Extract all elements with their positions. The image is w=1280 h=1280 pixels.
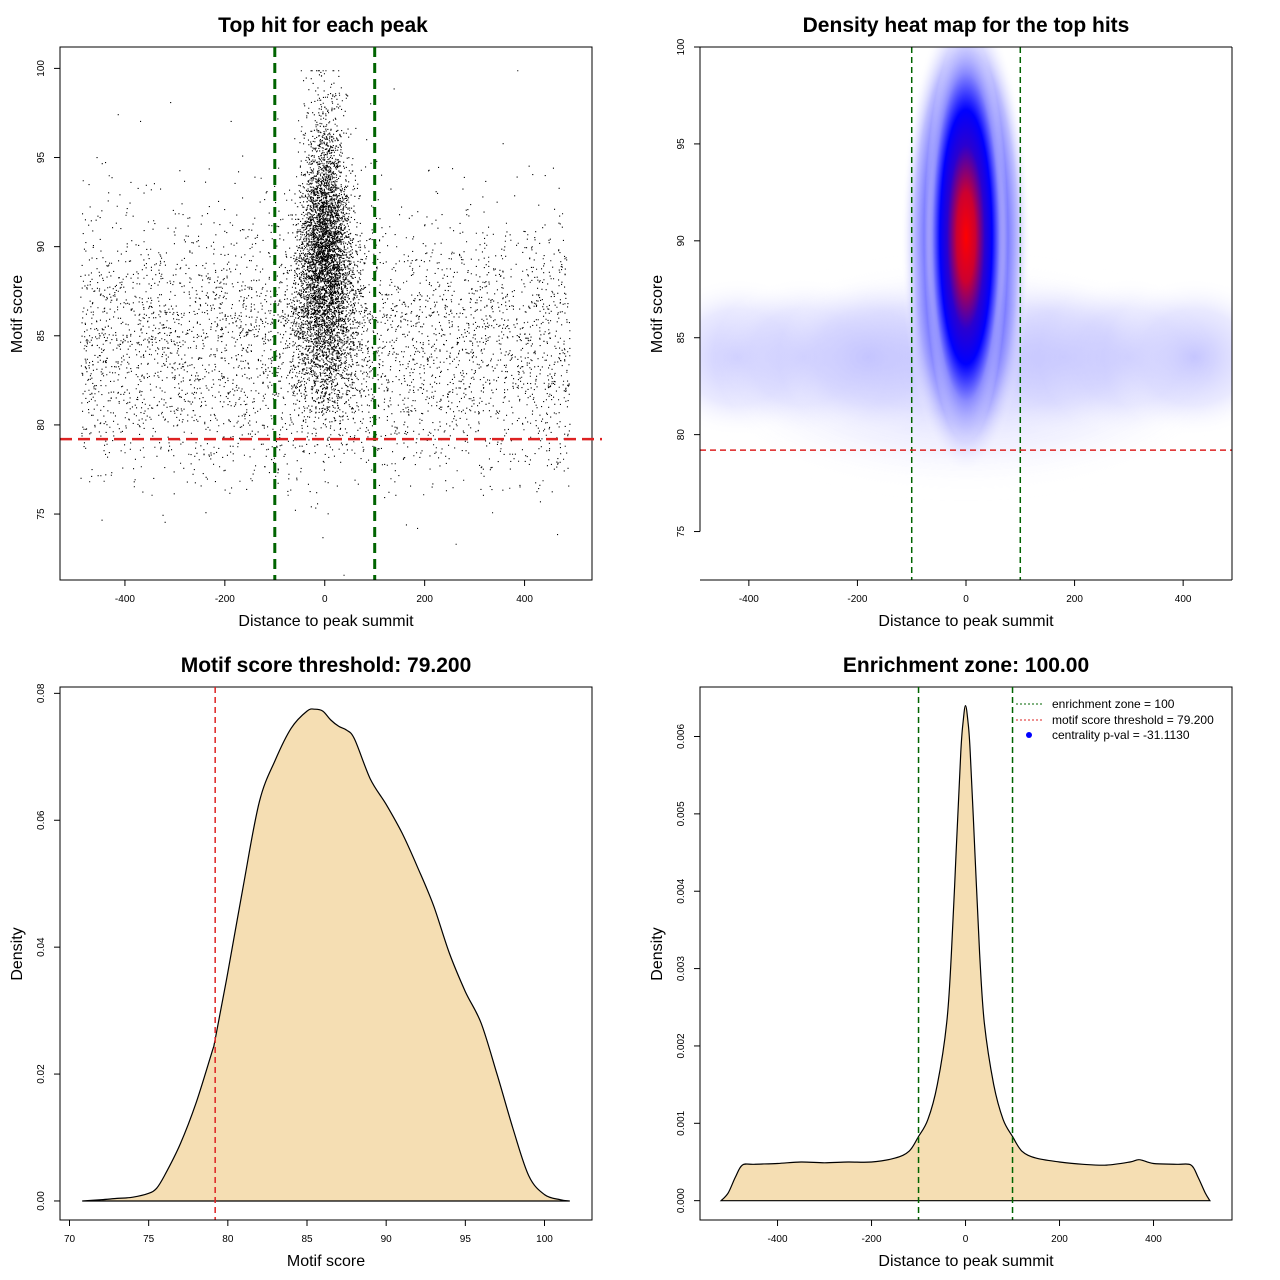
x-tick-label: -200 (847, 594, 867, 605)
y-tick-label: 0.04 (36, 937, 47, 957)
y-tick-label: 0.08 (36, 683, 47, 703)
y-tick-label: 90 (676, 235, 687, 247)
y-axis-label: Density (9, 927, 26, 980)
y-tick-label: 95 (676, 138, 687, 150)
x-tick-label: -400 (768, 1234, 788, 1245)
legend-entry: centrality p-val = -31.1130 (1052, 728, 1190, 742)
x-tick-label: 400 (516, 594, 533, 605)
y-tick-label: 0.000 (676, 1188, 687, 1213)
y-tick-label: 85 (36, 330, 47, 342)
y-tick-label: 95 (36, 152, 47, 164)
legend: enrichment zone = 100 motif score thresh… (1016, 697, 1214, 742)
y-axis-label: Density (649, 927, 666, 980)
y-tick-label: 0.003 (676, 956, 687, 981)
y-tick-label: 75 (676, 526, 687, 538)
y-axis-ticks: 0.000 0.001 0.002 0.003 0.004 0.005 0.006 (676, 724, 701, 1213)
y-tick-label: 80 (676, 429, 687, 441)
density-area (719, 704, 1211, 1202)
y-tick-label: 0.02 (36, 1064, 47, 1084)
density-area (82, 708, 570, 1202)
y-tick-label: 85 (676, 332, 687, 344)
x-tick-label: 200 (416, 594, 433, 605)
y-tick-label: 0.002 (676, 1033, 687, 1058)
x-tick-label: 80 (222, 1234, 234, 1245)
y-axis-label: Motif score (649, 275, 666, 353)
heatmap-peak (901, 47, 1031, 475)
x-tick-label: 70 (64, 1234, 76, 1245)
y-tick-label: 100 (676, 38, 687, 55)
x-axis-ticks: 70 75 80 85 90 95 100 (64, 1219, 553, 1245)
scatter-panel: Top hit for each peak -400 -200 0 200 400 75… (9, 14, 602, 630)
reference-lines (60, 47, 602, 580)
heatmap-panel: Density heat map for the top hits (649, 14, 1233, 630)
y-tick-label: 0.005 (676, 801, 687, 826)
x-tick-label: 400 (1175, 594, 1192, 605)
panel-title: Density heat map for the top hits (803, 14, 1130, 37)
x-tick-label: 400 (1145, 1234, 1162, 1245)
x-tick-label: -200 (862, 1234, 882, 1245)
x-tick-label: 0 (963, 594, 969, 605)
legend-entry: enrichment zone = 100 (1052, 697, 1175, 711)
panel-title: Enrichment zone: 100.00 (843, 654, 1089, 677)
x-axis-label: Distance to peak summit (878, 1253, 1054, 1270)
y-tick-label: 80 (36, 419, 47, 431)
y-axis-ticks: 75 80 85 90 95 100 (36, 60, 61, 520)
y-axis-ticks: 0.00 0.02 0.04 0.06 0.08 (36, 683, 61, 1211)
y-tick-label: 0.006 (676, 724, 687, 749)
panel-title: Motif score threshold: 79.200 (181, 654, 472, 677)
legend-entry: motif score threshold = 79.200 (1052, 713, 1214, 727)
x-tick-label: 90 (381, 1234, 393, 1245)
y-tick-label: 0.00 (36, 1191, 47, 1211)
y-axis-ticks: 75 80 85 90 95 100 (676, 38, 701, 538)
x-tick-label: 200 (1051, 1234, 1068, 1245)
panel-title: Top hit for each peak (218, 14, 428, 37)
x-tick-label: 95 (460, 1234, 472, 1245)
y-tick-label: 0.06 (36, 810, 47, 830)
x-tick-label: 100 (536, 1234, 553, 1245)
y-tick-label: 0.001 (676, 1110, 687, 1135)
heatmap-area (700, 47, 1232, 580)
y-tick-label: 0.004 (676, 878, 687, 903)
legend-dot-icon (1026, 732, 1032, 738)
x-tick-label: -400 (115, 594, 135, 605)
x-axis-label: Motif score (287, 1253, 365, 1270)
scatter-points (80, 70, 571, 576)
scatter-point-cloud (80, 70, 571, 576)
x-tick-label: 0 (322, 594, 328, 605)
x-tick-label: -200 (215, 594, 235, 605)
reference-lines (917, 687, 1014, 1220)
x-axis-label: Distance to peak summit (238, 613, 414, 630)
x-tick-label: 85 (301, 1234, 313, 1245)
y-tick-label: 75 (36, 508, 47, 520)
x-tick-label: -400 (739, 594, 759, 605)
enrichment-density-panel: Enrichment zone: 100.00 -400 -200 0 200 400 … (649, 654, 1233, 1270)
heatmap-peak-core (924, 47, 1008, 443)
score-density-panel: Motif score threshold: 79.200 70 75 80 85 90… (9, 654, 593, 1270)
y-tick-label: 100 (36, 60, 47, 77)
x-axis-ticks: -400 -200 0 200 400 (115, 579, 533, 605)
x-tick-label: 200 (1066, 594, 1083, 605)
y-axis-label: Motif score (9, 275, 26, 353)
y-tick-label: 90 (36, 241, 47, 253)
x-tick-label: 0 (963, 1234, 969, 1245)
x-axis-ticks: -400 -200 0 200 400 (768, 1219, 1162, 1245)
x-tick-label: 75 (143, 1234, 155, 1245)
x-axis-ticks: -400 -200 0 200 400 (739, 579, 1192, 605)
x-axis-label: Distance to peak summit (878, 613, 1054, 630)
